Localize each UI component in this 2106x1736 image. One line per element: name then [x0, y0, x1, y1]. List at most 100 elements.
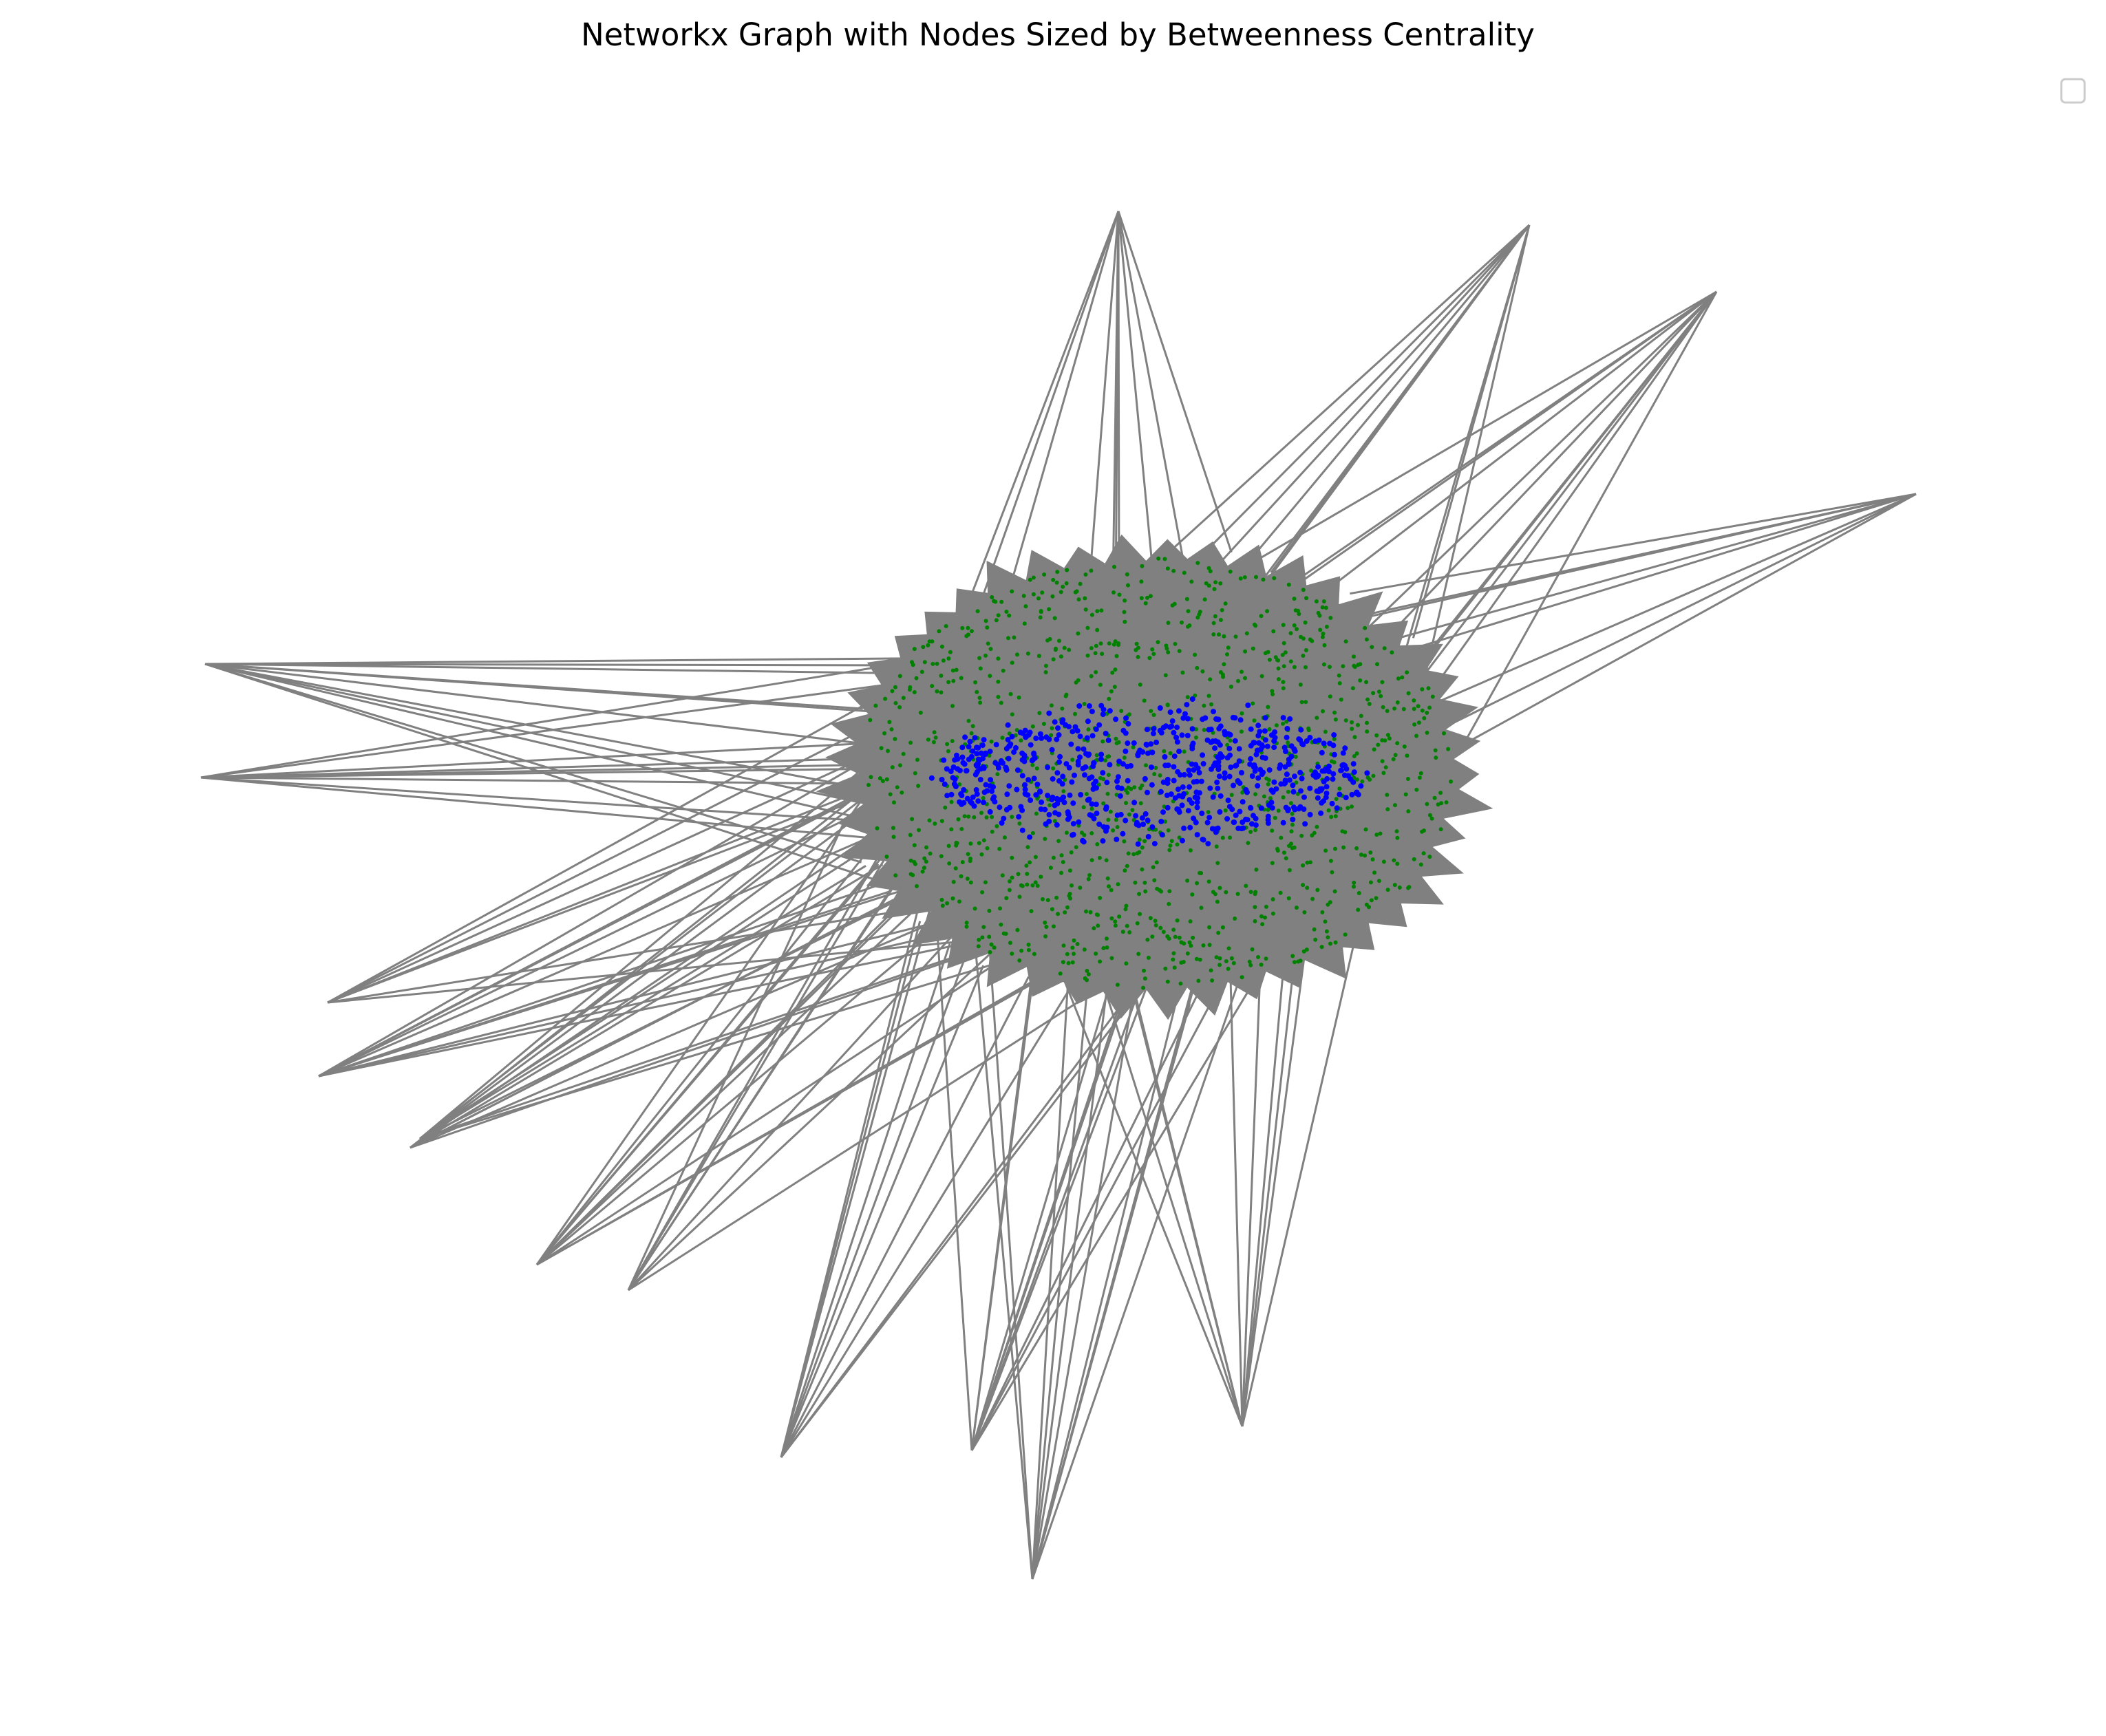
graph-node: [973, 680, 978, 685]
graph-node: [1150, 934, 1155, 939]
graph-node: [983, 619, 988, 623]
graph-node: [1190, 892, 1195, 897]
graph-node: [1282, 778, 1288, 784]
graph-node: [1123, 907, 1128, 912]
graph-node: [946, 680, 951, 685]
graph-edge: [536, 960, 1073, 1266]
graph-node: [1247, 959, 1252, 964]
graph-node: [1032, 755, 1038, 761]
graph-node: [1085, 969, 1089, 973]
graph-node: [1252, 718, 1257, 723]
graph-node: [1364, 680, 1369, 685]
graph-node: [988, 777, 994, 783]
graph-node: [1222, 770, 1228, 776]
graph-node: [1127, 930, 1132, 934]
graph-edge: [970, 976, 1208, 1451]
graph-node: [1138, 912, 1142, 917]
graph-node: [1316, 737, 1322, 743]
graph-node: [1284, 734, 1290, 740]
graph-node: [1145, 595, 1149, 600]
graph-edge: [1031, 969, 1139, 1580]
graph-node: [1254, 867, 1259, 872]
graph-node: [1171, 764, 1177, 770]
graph-node: [1206, 566, 1211, 570]
graph-node: [1385, 709, 1390, 714]
graph-edge: [535, 782, 875, 1265]
graph-node: [988, 647, 993, 652]
graph-node: [1161, 930, 1166, 934]
graph-node: [1286, 896, 1291, 901]
graph-node: [1001, 931, 1006, 936]
graph-node: [1299, 634, 1303, 639]
graph-node: [1153, 923, 1158, 928]
graph-node: [1185, 695, 1190, 700]
graph-node: [1049, 747, 1055, 753]
graph-node: [1180, 670, 1185, 675]
graph-node: [1213, 716, 1220, 722]
graph-edge: [1211, 290, 1717, 587]
graph-node: [1227, 731, 1233, 738]
graph-node: [1089, 801, 1095, 807]
graph-node: [1314, 599, 1319, 603]
graph-node: [1046, 818, 1052, 824]
graph-edge: [204, 663, 882, 667]
graph-node: [1276, 677, 1281, 682]
graph-node: [990, 815, 994, 819]
graph-node: [1259, 914, 1264, 919]
graph-node: [1215, 763, 1222, 769]
graph-edge: [1350, 493, 1917, 595]
graph-node: [1305, 886, 1310, 890]
graph-node: [1175, 786, 1181, 793]
graph-node: [1354, 777, 1359, 782]
graph-node: [1065, 952, 1070, 956]
graph-node: [1094, 643, 1098, 648]
graph-node: [1403, 792, 1408, 797]
graph-node: [1145, 834, 1151, 839]
graph-edge: [318, 786, 871, 1078]
graph-node: [1392, 858, 1396, 863]
graph-node: [945, 742, 950, 747]
graph-node: [1281, 795, 1286, 800]
graph-node: [1267, 657, 1272, 662]
graph-node: [1116, 643, 1121, 647]
graph-node: [1170, 603, 1175, 608]
graph-node: [951, 781, 957, 787]
graph-node: [1034, 811, 1039, 816]
graph-node: [1008, 692, 1013, 696]
graph-node: [1259, 963, 1264, 967]
graph-node: [1035, 796, 1040, 801]
graph-node: [1117, 592, 1122, 597]
graph-node: [1112, 685, 1117, 689]
graph-node: [1383, 765, 1388, 770]
graph-node: [1116, 758, 1123, 764]
graph-node: [960, 625, 965, 630]
graph-node: [1070, 821, 1076, 827]
graph-node: [893, 737, 897, 741]
graph-node: [1433, 748, 1438, 753]
graph-node: [1292, 748, 1298, 754]
graph-node: [1200, 837, 1206, 842]
graph-node: [1233, 812, 1239, 818]
graph-node: [1376, 742, 1381, 747]
graph-node: [1265, 817, 1271, 823]
graph-node: [1215, 759, 1222, 765]
graph-node: [1233, 917, 1237, 921]
graph-node: [922, 866, 926, 870]
graph-node: [1179, 802, 1185, 808]
graph-edge: [410, 781, 875, 1149]
graph-node: [1271, 738, 1277, 744]
graph-node: [1195, 561, 1200, 566]
graph-node: [1232, 738, 1238, 744]
graph-node: [951, 678, 956, 683]
graph-node: [935, 661, 939, 666]
graph-node: [1218, 581, 1223, 586]
graph-node: [947, 861, 952, 866]
graph-node: [1253, 892, 1257, 897]
graph-node: [943, 805, 948, 810]
graph-node: [1145, 789, 1150, 795]
graph-node: [1014, 767, 1021, 773]
graph-node: [1236, 746, 1242, 752]
graph-node: [1152, 772, 1157, 776]
graph-node: [887, 720, 892, 725]
graph-node: [974, 791, 980, 797]
